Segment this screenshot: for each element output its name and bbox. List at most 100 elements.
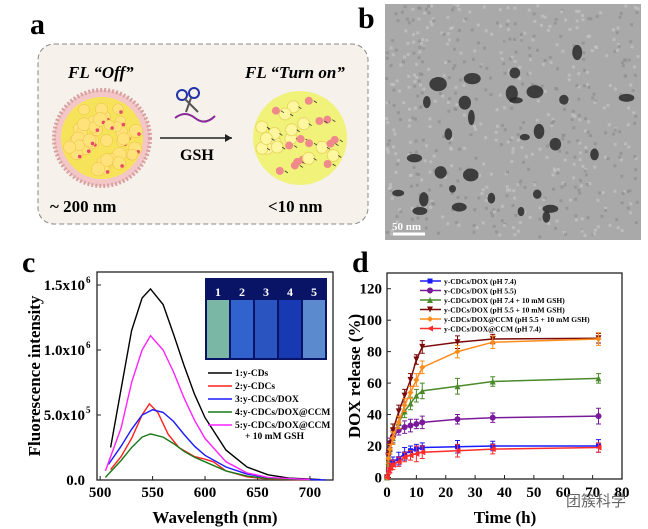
tem-grain bbox=[584, 145, 588, 149]
tem-grain bbox=[636, 55, 640, 59]
tem-grain bbox=[472, 223, 476, 227]
tem-grain bbox=[427, 11, 431, 15]
y-tick-label: 1.5x10 bbox=[44, 278, 85, 294]
tem-grain bbox=[513, 59, 517, 63]
tem-grain bbox=[496, 208, 500, 212]
tem-grain bbox=[578, 118, 582, 122]
legend-entry: 5:y-CDCs/DOX@CCM bbox=[235, 421, 330, 431]
tem-grain bbox=[634, 156, 638, 160]
tem-grain bbox=[620, 174, 624, 178]
nanoparticle-cluster bbox=[519, 133, 530, 141]
tem-grain bbox=[453, 64, 457, 68]
tem-grain bbox=[416, 216, 420, 220]
tem-grain bbox=[387, 186, 391, 190]
y-tick-label: 0.0 bbox=[66, 473, 85, 489]
fragment bbox=[266, 147, 271, 151]
tem-grain bbox=[506, 6, 510, 10]
tem-grain bbox=[599, 11, 603, 15]
tem-grain bbox=[634, 114, 638, 118]
tem-grain bbox=[543, 15, 547, 19]
tem-grain bbox=[542, 198, 546, 202]
tem-grain bbox=[514, 213, 518, 217]
tem-grain bbox=[483, 46, 487, 50]
data-point bbox=[489, 339, 496, 346]
fragment bbox=[296, 129, 300, 133]
fragment bbox=[293, 145, 298, 148]
tem-grain bbox=[552, 167, 556, 171]
tem-grain bbox=[420, 72, 424, 76]
nanoparticle-cluster bbox=[526, 85, 544, 99]
gsh-label: GSH bbox=[180, 147, 214, 164]
tem-grain bbox=[471, 57, 475, 61]
tem-grain bbox=[441, 215, 445, 219]
fragment bbox=[279, 133, 283, 136]
tem-grain bbox=[583, 84, 587, 88]
tem-grain bbox=[619, 158, 623, 162]
tem-grain bbox=[518, 65, 522, 69]
tem-grain bbox=[633, 155, 637, 159]
tem-grain bbox=[499, 143, 503, 147]
tem-grain bbox=[596, 225, 600, 229]
tem-grain bbox=[407, 153, 411, 157]
tem-grain bbox=[562, 231, 566, 235]
tem-grain bbox=[387, 139, 391, 143]
fragment bbox=[280, 110, 285, 114]
tem-grain bbox=[476, 41, 480, 45]
tem-grain bbox=[406, 52, 410, 56]
tem-grain bbox=[450, 191, 454, 195]
series-line-4 bbox=[104, 433, 310, 481]
panel-label-c: c bbox=[22, 246, 35, 279]
tem-grain bbox=[573, 114, 577, 118]
y-tick-exponent: 5 bbox=[86, 405, 91, 415]
tem-grain bbox=[446, 42, 450, 46]
tem-grain bbox=[389, 64, 393, 68]
tem-grain bbox=[538, 217, 542, 221]
tem-grain bbox=[571, 113, 575, 117]
tem-grain bbox=[528, 215, 532, 219]
tem-grain bbox=[510, 55, 514, 59]
data-point bbox=[489, 446, 496, 453]
tem-grain bbox=[399, 210, 403, 214]
tem-grain bbox=[551, 173, 555, 177]
tem-grain bbox=[587, 34, 591, 38]
tem-grain bbox=[413, 80, 417, 84]
nanoparticle-cluster bbox=[392, 189, 405, 197]
tem-grain bbox=[457, 7, 461, 11]
tem-grain bbox=[412, 165, 416, 169]
tem-grain bbox=[589, 17, 593, 21]
y-axis-label-d: DOX release (%) bbox=[345, 314, 364, 438]
tem-grain bbox=[455, 221, 459, 225]
vial-2 bbox=[231, 300, 253, 358]
y-tick-label: 80 bbox=[367, 345, 382, 361]
tem-grain bbox=[447, 101, 451, 105]
tem-grain bbox=[448, 97, 452, 101]
data-point bbox=[454, 339, 461, 346]
dox-dot bbox=[285, 141, 294, 150]
fragment bbox=[299, 165, 304, 168]
tem-grain bbox=[505, 188, 509, 192]
fragment bbox=[332, 119, 336, 122]
tem-grain bbox=[531, 82, 535, 86]
nanoparticle-cluster bbox=[429, 76, 447, 92]
dox-dot bbox=[304, 96, 313, 105]
tem-grain bbox=[597, 191, 601, 195]
tem-grain bbox=[412, 32, 416, 36]
tem-grain bbox=[529, 58, 533, 62]
yellow-particle bbox=[285, 123, 299, 137]
tem-grain bbox=[408, 140, 412, 144]
data-point bbox=[413, 356, 420, 363]
tem-grain bbox=[431, 17, 435, 21]
tem-grain bbox=[523, 185, 527, 189]
nanoparticle-cluster bbox=[517, 206, 525, 217]
tem-grain bbox=[575, 19, 579, 23]
x-tick-label: 30 bbox=[468, 485, 483, 501]
tem-grain bbox=[581, 18, 585, 22]
tem-grain bbox=[391, 53, 395, 57]
tem-grain bbox=[428, 125, 432, 129]
tem-grain bbox=[555, 43, 559, 47]
tem-grain bbox=[408, 118, 412, 122]
tem-grain bbox=[503, 106, 507, 110]
tem-grain bbox=[426, 26, 430, 30]
fragment bbox=[335, 143, 339, 147]
